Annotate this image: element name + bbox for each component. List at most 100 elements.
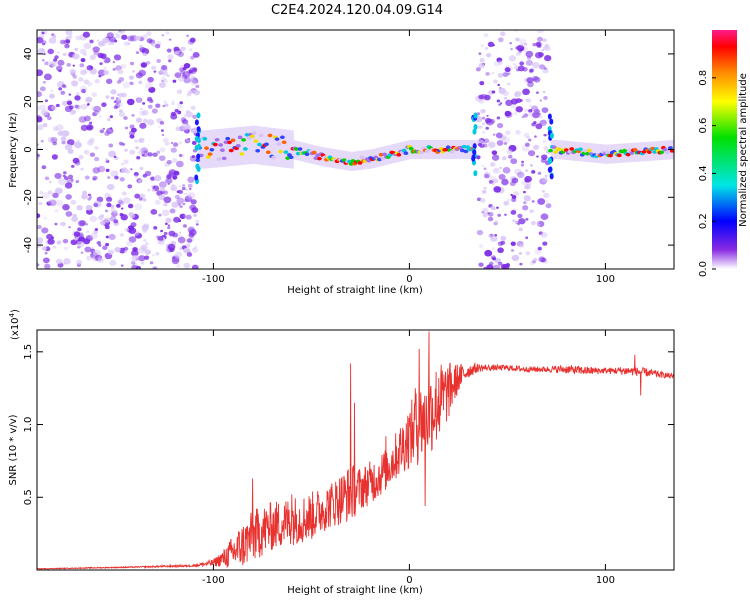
spectrogram-noise-blob <box>158 181 167 188</box>
spectrogram-noise-blob <box>118 77 125 82</box>
spectrogram-noise-blob <box>74 95 81 101</box>
spectrogram-noise-blob <box>94 146 99 150</box>
spectrogram-noise-blob <box>113 100 117 103</box>
signal-band-blob <box>627 148 633 152</box>
spectrogram-noise-blob <box>86 103 90 107</box>
colorbar-label: Normalized spectral amplitude <box>738 73 749 227</box>
signal-halo-segment <box>297 141 300 161</box>
spectrogram-noise-blob <box>147 104 153 109</box>
colorbar: 0.0 0.2 0.4 0.6 0.8 Normalized spectral ampl… <box>698 30 749 277</box>
signal-band-blob <box>253 139 259 143</box>
spectrogram-noise-blob <box>65 39 71 44</box>
transition-streak <box>196 153 201 160</box>
signal-band-blob <box>578 147 583 152</box>
spectrogram-noise-blob <box>88 121 93 125</box>
spectrogram-noise-blob <box>128 236 137 243</box>
spectrogram-noise-blob <box>491 247 496 250</box>
spectrogram-noise-blob <box>500 235 507 241</box>
spectrogram-noise-blob <box>495 132 503 139</box>
signal-band-blob <box>295 151 301 156</box>
signal-halo-segment <box>278 128 282 168</box>
signal-halo-segment <box>280 128 283 168</box>
spectrogram-axes: -100 0 100 -40 -20 0 20 40 <box>23 30 674 285</box>
spectrogram-noise-blob <box>491 90 496 94</box>
signal-halo-segment <box>214 129 217 168</box>
spectrogram-noise-blob <box>180 154 185 158</box>
spectrogram-noise-blob <box>65 194 72 200</box>
spectrogram-noise-blob <box>119 109 123 113</box>
signal-band-blob <box>551 145 557 149</box>
signal-halo-segment <box>554 139 557 160</box>
spectrogram-noise-blob <box>80 69 87 76</box>
spectrogram-noise-blob <box>44 176 50 181</box>
spectrogram-noise-blob <box>61 84 66 88</box>
spectrogram-y-tick-label: 0 <box>23 146 34 152</box>
spectrogram-noise-blob <box>51 105 57 111</box>
transition-streak <box>547 113 552 120</box>
signal-halo-segment <box>427 139 430 160</box>
spectrogram-noise-blob <box>190 89 196 94</box>
spectrogram-noise-blob <box>50 89 54 92</box>
spectrogram-y-tick-label: -20 <box>23 189 34 205</box>
spectrogram-noise-blob <box>37 146 42 151</box>
spectrogram-y-tick-label: 40 <box>23 48 34 61</box>
signal-halo-segment <box>243 126 246 165</box>
signal-halo-segment <box>314 145 317 165</box>
spectrogram-noise-blob <box>47 190 53 195</box>
spectrogram-noise-blob <box>118 197 124 203</box>
spectrogram-noise-blob <box>40 139 44 143</box>
spectrogram-noise-blob <box>52 245 57 249</box>
spectrogram-noise-blob <box>481 164 485 167</box>
spectrogram-noise-blob <box>160 229 164 233</box>
spectrogram-noise-blob <box>42 257 50 264</box>
spectrogram-noise-blob <box>524 142 530 147</box>
spectrogram-noise-blob <box>536 221 540 225</box>
signal-halo-segment <box>228 127 231 167</box>
spectrogram-noise-blob <box>183 214 188 218</box>
spectrogram-noise-blob <box>153 70 157 73</box>
spectrogram-noise-blob <box>141 109 149 116</box>
spectrogram-noise-blob <box>479 58 485 63</box>
spectrogram-noise-blob <box>543 260 548 264</box>
spectrogram-noise-blob <box>130 260 136 265</box>
spectrogram-noise-blob <box>189 48 193 52</box>
spectrogram-noise-blob <box>183 224 187 228</box>
spectrogram-noise-blob <box>191 264 199 269</box>
spectrogram-noise-blob <box>69 69 76 75</box>
spectrogram-noise-blob <box>79 63 85 68</box>
spectrogram-noise-blob <box>192 67 198 72</box>
transition-streak <box>549 118 554 125</box>
spectrogram-noise-blob <box>497 37 504 43</box>
spectrogram-noise-blob <box>55 65 63 72</box>
spectrogram-noise-blob <box>114 246 121 253</box>
spectrogram-noise-blob <box>488 234 491 238</box>
signal-band-blob <box>278 149 284 154</box>
signal-band-blob <box>228 148 234 153</box>
signal-band-blob <box>424 149 430 154</box>
spectrogram-noise-blob <box>490 205 496 210</box>
signal-band-blob <box>348 162 354 166</box>
colorbar-gradient <box>712 30 737 269</box>
signal-band-blob <box>461 144 467 149</box>
spectrogram-noise-blob <box>498 87 507 94</box>
signal-band-blob <box>553 150 559 154</box>
spectrogram-noise-blob <box>72 157 80 164</box>
spectrogram-noise-blob <box>494 168 498 171</box>
spectrogram-noise-blob <box>166 74 170 78</box>
spectrogram-noise-blob <box>513 65 520 70</box>
spectrogram-noise-blob <box>159 121 165 125</box>
spectrogram-noise-blob <box>187 176 195 183</box>
spectrogram-noise-blob <box>114 175 119 180</box>
spectrogram-noise-blob <box>541 257 547 263</box>
signal-halo-segment <box>225 128 229 167</box>
spectrogram-noise-blob <box>503 200 510 206</box>
signal-band-blob <box>401 148 407 153</box>
spectrogram-noise-blob <box>64 43 70 49</box>
spectrogram-noise-blob <box>542 241 548 246</box>
signal-halo-segment <box>227 128 230 167</box>
snr-y-tick-label: 1.0 <box>23 417 34 433</box>
spectrogram-noise-blob <box>47 238 55 245</box>
spectrogram-noise-blob <box>542 38 547 43</box>
spectrogram-noise-blob <box>531 122 536 127</box>
